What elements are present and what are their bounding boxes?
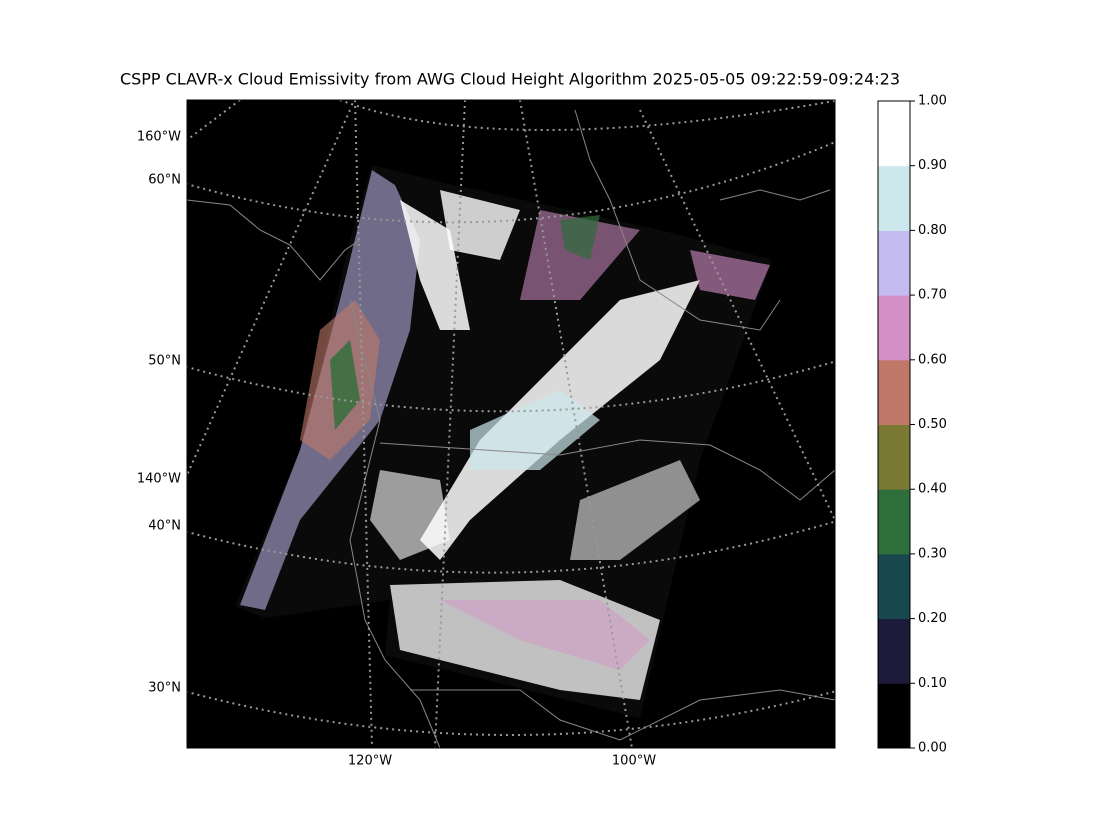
colorbar-tick-label: 0.10 bbox=[918, 676, 947, 691]
map-labels: 160°W 60°N 50°N 140°W 40°N 30°N 120°W 10… bbox=[137, 130, 656, 769]
colorbar-segment bbox=[878, 489, 910, 555]
colorbar-segment bbox=[878, 165, 910, 231]
colorbar-segment bbox=[878, 101, 910, 167]
lat-label: 50°N bbox=[148, 354, 181, 369]
colorbar-tick-label: 0.70 bbox=[918, 288, 947, 303]
lat-label: 60°N bbox=[148, 173, 181, 188]
lon-label: 160°W bbox=[137, 130, 181, 145]
map-content bbox=[187, 100, 835, 748]
title: CSPP CLAVR-x Cloud Emissivity from AWG C… bbox=[120, 70, 900, 89]
colorbar: 0.00 0.10 0.20 0.30 0.40 0.50 0.60 0.70 0.80 0.90… bbox=[877, 94, 947, 756]
colorbar-segment bbox=[878, 230, 910, 296]
graticule bbox=[187, 100, 835, 748]
swath bbox=[235, 165, 772, 718]
colorbar-segment bbox=[878, 683, 910, 749]
lon-label: 100°W bbox=[612, 754, 656, 769]
map-frame bbox=[186, 99, 836, 749]
colorbar-tick-label: 0.30 bbox=[918, 546, 947, 561]
colorbar-segment bbox=[878, 553, 910, 620]
colorbar-tick-label: 0.80 bbox=[918, 223, 947, 238]
coastlines bbox=[187, 109, 835, 748]
colorbar-tick-label: 0.00 bbox=[918, 741, 947, 756]
colorbar-segment bbox=[878, 424, 910, 490]
colorbar-tick-label: 0.90 bbox=[918, 158, 947, 173]
map bbox=[186, 99, 836, 749]
colorbar-segment bbox=[878, 359, 910, 425]
colorbar-tick-label: 1.00 bbox=[918, 94, 947, 109]
colorbar-tick-label: 0.40 bbox=[918, 482, 947, 497]
lon-label: 120°W bbox=[348, 754, 392, 769]
lat-label: 40°N bbox=[148, 519, 181, 534]
colorbar-tick-label: 0.60 bbox=[918, 352, 947, 367]
colorbar-segment bbox=[878, 618, 910, 684]
lon-label: 140°W bbox=[137, 472, 181, 487]
colorbar-tick-label: 0.20 bbox=[918, 611, 947, 626]
colorbar-segment bbox=[878, 295, 910, 361]
colorbar-tick-label: 0.50 bbox=[918, 417, 947, 432]
lat-label: 30°N bbox=[148, 681, 181, 696]
